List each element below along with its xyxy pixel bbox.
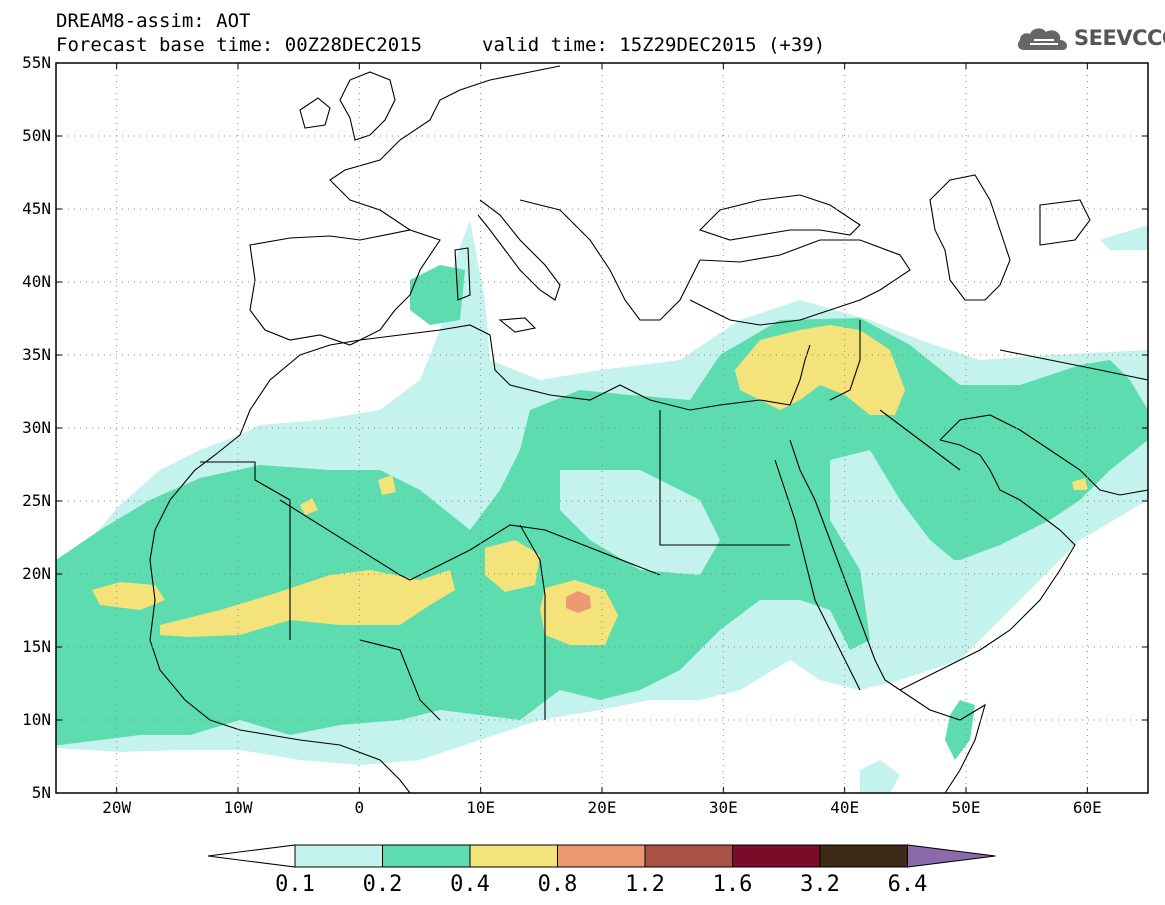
lon-label: 30E xyxy=(709,798,738,817)
axis-ticks: 55N 50N 45N 40N 35N 30N 25N 20N 15N 10N 5N 20W 10W 0 1… xyxy=(22,53,1148,817)
lat-label: 45N xyxy=(22,199,51,218)
colorbar-label: 3.2 xyxy=(800,872,840,897)
colorbar-label: 0.8 xyxy=(538,872,578,897)
lat-label: 50N xyxy=(22,126,51,145)
lon-label: 10E xyxy=(466,798,495,817)
colorbar-label: 0.1 xyxy=(275,872,315,897)
lat-label: 25N xyxy=(22,491,51,510)
lat-label: 20N xyxy=(22,564,51,583)
colorbar-swatch xyxy=(732,844,821,868)
lon-label: 20E xyxy=(588,798,617,817)
aot-band-0.8 xyxy=(566,591,591,613)
forecast-base-time: Forecast base time: 00Z28DEC2015 xyxy=(56,34,423,56)
lon-label: 40E xyxy=(830,798,859,817)
lat-label: 35N xyxy=(22,345,51,364)
logo-text: SEEVCCC xyxy=(1074,26,1165,50)
lat-label: 15N xyxy=(22,637,51,656)
colorbar: 0.1 0.2 0.4 0.8 1.2 1.6 3.2 6.4 xyxy=(207,844,996,897)
lon-label: 50E xyxy=(952,798,981,817)
coastlines xyxy=(149,65,1148,793)
valid-time: valid time: 15Z29DEC2015 (+39) xyxy=(482,34,826,56)
lat-label: 55N xyxy=(22,53,51,72)
colorbar-swatch xyxy=(382,844,471,868)
colorbar-label: 0.2 xyxy=(363,872,403,897)
colorbar-swatch xyxy=(557,844,646,868)
lat-lon-grid xyxy=(56,63,1148,793)
colorbar-label: 6.4 xyxy=(888,872,928,897)
lat-label: 40N xyxy=(22,272,51,291)
lat-label: 5N xyxy=(32,783,51,802)
colorbar-over-arrow xyxy=(907,844,996,868)
colorbar-swatch xyxy=(469,844,558,868)
seevccc-logo: SEEVCCC xyxy=(1016,24,1165,56)
aot-holes xyxy=(440,390,960,640)
colorbar-under-arrow xyxy=(207,844,296,868)
colorbar-swatch xyxy=(644,844,733,868)
colorbar-swatch xyxy=(294,844,383,868)
product-title: DREAM8-assim: AOT xyxy=(56,10,251,32)
lon-label: 0 xyxy=(355,798,365,817)
colorbar-label: 0.4 xyxy=(450,872,490,897)
lat-label: 30N xyxy=(22,418,51,437)
colorbar-label: 1.2 xyxy=(625,872,665,897)
lon-label: 20W xyxy=(102,798,131,817)
colorbar-swatch xyxy=(819,844,908,868)
lon-label: 60E xyxy=(1073,798,1102,817)
colorbar-label: 1.6 xyxy=(713,872,753,897)
cloud-icon xyxy=(1017,28,1068,50)
aot-band-0.4 xyxy=(92,325,1088,645)
lon-label: 10W xyxy=(224,798,253,817)
lat-label: 10N xyxy=(22,710,51,729)
